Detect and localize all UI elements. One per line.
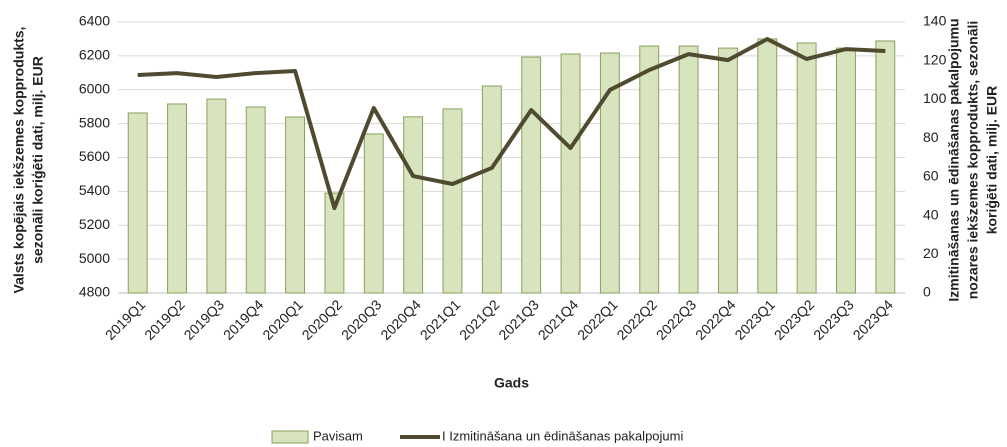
y-tick-label: 5200	[79, 216, 110, 232]
bar	[363, 133, 384, 294]
bar	[285, 116, 306, 294]
y2-tick-label: 100	[923, 90, 947, 106]
x-tick-label: 2023Q1	[731, 296, 778, 343]
bar	[403, 116, 424, 294]
y2-tick-label: 140	[923, 13, 947, 29]
y2-tick-label: 40	[923, 206, 939, 222]
y-tick-label: 5000	[79, 250, 110, 266]
y2-tick-label: 120	[923, 51, 947, 67]
legend-label: Pavisam	[313, 428, 363, 443]
y-tick-label: 5600	[79, 148, 110, 164]
bar	[639, 45, 660, 294]
x-tick-label: 2022Q3	[653, 296, 700, 343]
y-tick-label: 5400	[79, 182, 110, 198]
y-axis-title: Valsts kopējais iekšzemes kopprodukts,	[11, 27, 27, 294]
x-tick-label: 2023Q4	[850, 296, 897, 343]
x-tick-label: 2020Q4	[377, 296, 424, 343]
bar	[599, 52, 620, 294]
y-tick-label: 6000	[79, 80, 110, 96]
x-tick-label: 2021Q3	[495, 296, 542, 343]
bar	[678, 45, 699, 294]
bar	[481, 85, 502, 294]
y2-tick-label: 0	[923, 284, 931, 300]
x-tick-label: 2023Q2	[771, 296, 818, 343]
x-tick-label: 2021Q1	[417, 296, 464, 343]
x-tick-label: 2023Q3	[810, 296, 857, 343]
y2-tick-label: 20	[923, 245, 939, 261]
line	[137, 37, 886, 211]
y-axis-title: sezonāli koriģēti dati, milj. EUR	[30, 56, 46, 264]
x-tick-label: 2022Q2	[613, 296, 660, 343]
legend-swatch	[271, 430, 309, 444]
x-tick-label: 2019Q2	[141, 296, 188, 343]
x-tick-label: 2022Q1	[574, 296, 621, 343]
x-tick-label: 2021Q2	[456, 296, 503, 343]
y-tick-label: 6200	[79, 47, 110, 63]
bar	[560, 53, 581, 294]
x-tick-label: 2020Q1	[259, 296, 306, 343]
y2-axis-title: koriģēti dati, milj. EUR	[984, 86, 1000, 235]
bar	[206, 98, 227, 294]
bar	[167, 103, 187, 294]
legend-label: I Izmitināšana un ēdināšanas pakalpojumi	[442, 428, 683, 443]
x-tick-label: 2022Q4	[692, 296, 739, 343]
bar	[245, 106, 266, 294]
y2-axis-title: Izmitināšanas un ēdināšanas pakalpojumu	[946, 18, 962, 301]
y2-tick-label: 80	[923, 129, 939, 145]
bar	[442, 108, 463, 294]
bar	[796, 42, 817, 294]
bar	[836, 47, 856, 294]
x-tick-label: 2019Q1	[102, 296, 149, 343]
bar	[324, 192, 345, 294]
bar	[127, 112, 148, 294]
bar	[757, 38, 778, 294]
y2-tick-label: 60	[923, 168, 939, 184]
bar	[717, 47, 738, 294]
x-tick-label: 2021Q4	[535, 296, 582, 343]
x-tick-label: 2020Q2	[299, 296, 346, 343]
x-tick-label: 2019Q4	[220, 296, 267, 343]
bar	[875, 40, 896, 294]
x-tick-label: 2019Q3	[181, 296, 228, 343]
y-tick-label: 6400	[79, 13, 110, 29]
y-tick-label: 4800	[79, 284, 110, 300]
y2-axis-title: nozares iekšzemes kopprodukts, sezonāli	[965, 21, 981, 300]
x-axis-title: Gads	[494, 375, 529, 391]
bar	[521, 56, 542, 294]
y-tick-label: 5800	[79, 114, 110, 130]
x-tick-label: 2020Q3	[338, 296, 385, 343]
